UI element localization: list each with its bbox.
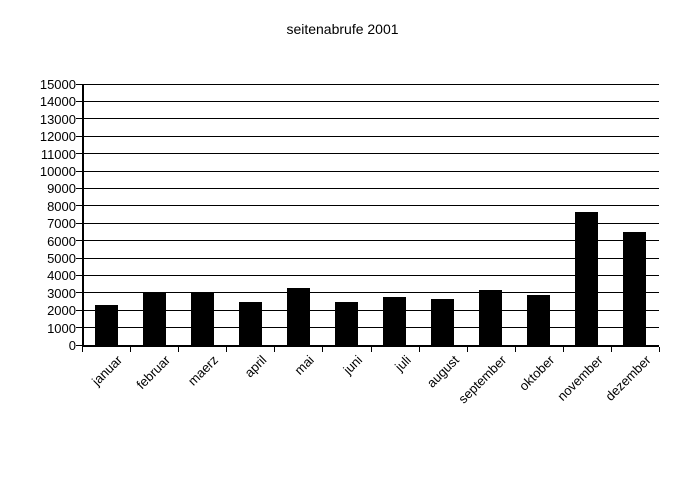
bar-april xyxy=(238,302,262,345)
y-axis-tick xyxy=(76,118,82,120)
x-axis-label: september xyxy=(455,352,510,407)
bar-dezember xyxy=(623,231,647,345)
x-axis-tick xyxy=(178,347,180,352)
y-axis-tick-label: 2000 xyxy=(47,303,76,319)
y-axis-tick xyxy=(76,153,82,155)
bar-september xyxy=(479,290,503,345)
y-axis xyxy=(82,84,84,345)
gridline xyxy=(82,327,659,329)
gridline xyxy=(82,83,659,85)
y-axis-tick-label: 10000 xyxy=(39,164,76,179)
gridline xyxy=(82,205,659,207)
y-axis-tick-label: 7000 xyxy=(47,216,76,232)
gridline xyxy=(82,292,659,294)
x-axis-label: februar xyxy=(133,352,174,393)
y-axis-tick xyxy=(76,83,82,85)
x-axis-label: november xyxy=(554,352,606,404)
gridline xyxy=(82,240,659,242)
y-axis-tick xyxy=(76,257,82,259)
bar-januar xyxy=(94,304,118,345)
y-axis-tick-label: 3000 xyxy=(47,285,76,301)
x-axis xyxy=(82,345,659,347)
bar-november xyxy=(575,211,599,345)
x-axis-label: januar xyxy=(88,352,125,389)
x-axis-tick xyxy=(514,347,516,352)
y-axis-tick-label: 12000 xyxy=(39,129,76,145)
x-axis-label: juli xyxy=(391,352,414,375)
y-axis-tick xyxy=(76,100,82,102)
bar-oktober xyxy=(527,294,551,345)
y-axis-tick-label: 9000 xyxy=(47,181,76,197)
chart-title: seitenabrufe 2001 xyxy=(286,21,399,37)
y-axis-tick xyxy=(76,135,82,137)
y-axis-tick-label: 13000 xyxy=(39,111,76,127)
y-axis-tick-label: 4000 xyxy=(47,268,76,284)
y-axis-tick xyxy=(76,309,82,311)
x-axis-label: maerz xyxy=(184,352,222,389)
y-axis-tick xyxy=(76,170,82,172)
bar-juni xyxy=(334,302,358,345)
bar-maerz xyxy=(190,292,214,345)
x-axis-label: juni xyxy=(340,352,366,378)
x-axis-tick xyxy=(659,347,660,352)
bar-februar xyxy=(142,292,166,345)
bar-august xyxy=(431,298,455,345)
bar-juli xyxy=(383,297,407,345)
x-axis-tick xyxy=(610,347,612,352)
x-axis-tick xyxy=(562,347,564,352)
gridline xyxy=(82,118,659,120)
gridline xyxy=(82,100,659,102)
gridline xyxy=(82,309,659,311)
x-axis-label: oktober xyxy=(516,352,558,394)
gridline xyxy=(82,170,659,172)
x-axis-tick xyxy=(274,347,276,352)
y-axis-tick-label: 0 xyxy=(68,338,76,353)
y-axis-tick xyxy=(76,187,82,189)
gridline xyxy=(82,222,659,224)
y-axis-tick-label: 1000 xyxy=(47,320,76,336)
y-axis-tick-label: 8000 xyxy=(47,198,76,214)
gridline xyxy=(82,257,659,259)
x-axis-tick xyxy=(82,347,83,352)
x-axis-label: april xyxy=(241,352,270,381)
x-axis-tick xyxy=(322,347,324,352)
x-axis-tick xyxy=(466,347,468,352)
y-axis-tick-label: 15000 xyxy=(39,77,76,92)
y-axis-tick-label: 6000 xyxy=(47,233,76,249)
y-axis-tick xyxy=(76,240,82,242)
x-axis-tick xyxy=(370,347,372,352)
y-axis-tick-label: 5000 xyxy=(47,251,76,266)
y-axis-tick xyxy=(76,274,82,276)
gridline xyxy=(82,187,659,189)
x-axis-label: dezember xyxy=(602,352,654,404)
gridline xyxy=(82,153,659,155)
gridline xyxy=(82,274,659,276)
x-axis-label: mai xyxy=(291,352,318,378)
gridline xyxy=(82,135,659,137)
y-axis-tick xyxy=(76,222,82,224)
x-axis-tick xyxy=(130,347,132,352)
bar-mai xyxy=(286,287,310,345)
y-axis-tick xyxy=(76,292,82,294)
y-axis-tick xyxy=(76,205,82,207)
y-axis-tick-label: 11000 xyxy=(40,146,76,162)
y-axis-tick xyxy=(76,344,82,346)
y-axis-tick-label: 14000 xyxy=(39,94,76,110)
x-axis-tick xyxy=(418,347,420,352)
x-axis-tick xyxy=(226,347,228,352)
x-axis-label: august xyxy=(423,352,462,391)
y-axis-tick xyxy=(76,327,82,329)
